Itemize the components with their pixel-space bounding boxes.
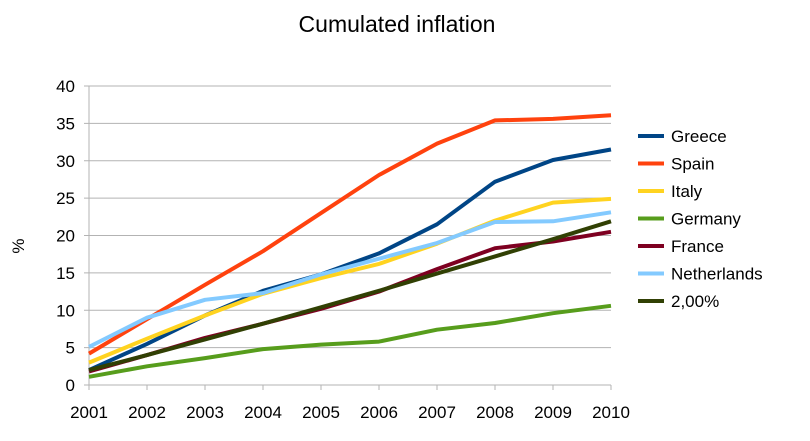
- x-tick-label: 2009: [534, 403, 572, 422]
- legend-item: Germany: [638, 210, 741, 229]
- legend-item: Italy: [638, 182, 703, 201]
- axes: [84, 85, 611, 386]
- x-tick-labels: 2001 2002 2003 2004 2005 2006 2007 2008 2009 2010: [70, 385, 630, 422]
- series-line-spain: [87, 113, 612, 356]
- x-tick-label: 2003: [186, 403, 224, 422]
- legend-label: 2,00%: [671, 292, 719, 311]
- y-tick-label: 35: [56, 114, 75, 133]
- x-tick-label: 2005: [302, 403, 340, 422]
- legend-item: Netherlands: [638, 265, 763, 284]
- series-line-netherlands: [88, 210, 612, 349]
- x-tick-label: 2008: [476, 403, 514, 422]
- y-tick-label: 25: [56, 189, 75, 208]
- series-lines: [87, 113, 612, 379]
- legend-item: Greece: [638, 127, 727, 146]
- legend-label: Italy: [671, 182, 703, 201]
- y-tick-label: 15: [56, 264, 75, 283]
- x-tick-label: 2002: [128, 403, 166, 422]
- y-axis-label: %: [9, 238, 28, 253]
- legend: Greece Spain Italy Germany France Netherlands…: [638, 127, 763, 311]
- legend-label: Germany: [671, 210, 741, 229]
- chart-title: Cumulated inflation: [299, 11, 496, 37]
- y-tick-label: 10: [56, 301, 75, 320]
- x-tick-label: 2004: [244, 403, 282, 422]
- x-tick-label: 2010: [592, 403, 630, 422]
- series-line-2-00: [88, 219, 612, 373]
- y-tick-label: 40: [56, 77, 75, 96]
- series-line-italy: [88, 196, 612, 365]
- series-line-greece: [88, 147, 612, 372]
- gridlines: [89, 85, 611, 386]
- legend-item: 2,00%: [638, 292, 719, 311]
- y-tick-labels: 0 5 10 15 20 25 30 35 40: [56, 77, 75, 395]
- legend-label: Greece: [671, 127, 727, 146]
- x-tick-label: 2001: [70, 403, 108, 422]
- legend-label: Netherlands: [671, 265, 763, 284]
- y-tick-label: 20: [56, 227, 75, 246]
- legend-label: Spain: [671, 155, 714, 174]
- y-tick-label: 5: [66, 339, 75, 358]
- y-tick-label: 0: [66, 376, 75, 395]
- y-tick-label: 30: [56, 152, 75, 171]
- series-line-germany: [88, 303, 612, 379]
- x-tick-label: 2007: [418, 403, 456, 422]
- x-tick-label: 2006: [360, 403, 398, 422]
- legend-item: France: [638, 237, 724, 256]
- legend-label: France: [671, 237, 724, 256]
- legend-item: Spain: [638, 155, 714, 174]
